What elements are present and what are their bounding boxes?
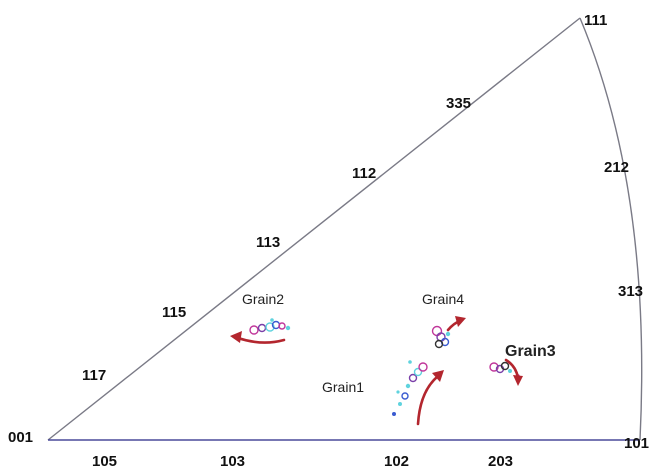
grain2-marker bbox=[270, 318, 274, 322]
grain2-marker bbox=[257, 323, 267, 333]
grain4-cluster bbox=[431, 325, 451, 349]
pole-label-111: 111 bbox=[584, 12, 607, 29]
grain1-marker bbox=[401, 392, 409, 400]
grain2-marker bbox=[285, 325, 291, 331]
grain-label-grain2: Grain2 bbox=[242, 291, 284, 307]
pole-label-113: 113 bbox=[256, 234, 280, 251]
grain1-marker bbox=[408, 373, 418, 383]
pole-label-101: 101 bbox=[624, 435, 649, 452]
grain2-cluster bbox=[249, 318, 291, 335]
grain2-marker bbox=[249, 325, 259, 335]
grain1-marker bbox=[392, 412, 396, 416]
grain3-marker bbox=[489, 362, 499, 372]
pole-label-001: 001 bbox=[8, 429, 33, 446]
grain1-marker bbox=[408, 360, 412, 364]
pole-label-103: 103 bbox=[220, 453, 245, 470]
grain1-marker bbox=[413, 367, 423, 377]
grain1-cluster bbox=[392, 360, 428, 416]
grain4-marker bbox=[431, 325, 443, 337]
grain3-arrowhead bbox=[513, 375, 523, 386]
pole-label-112: 112 bbox=[352, 165, 376, 182]
edge-001-111 bbox=[47, 17, 581, 441]
grain4-arrowhead bbox=[455, 316, 466, 327]
grain3-marker bbox=[500, 361, 510, 371]
grain4-marker bbox=[434, 339, 444, 349]
pole-label-313: 313 bbox=[618, 283, 643, 300]
grain-label-grain4: Grain4 bbox=[422, 291, 464, 307]
grain2-arrowhead bbox=[230, 331, 242, 343]
grain4-marker bbox=[445, 331, 451, 337]
pole-label-335: 335 bbox=[446, 95, 471, 112]
pole-label-117: 117 bbox=[82, 367, 106, 384]
grain1-arrowhead bbox=[432, 370, 444, 382]
pole-label-105: 105 bbox=[92, 453, 117, 470]
grain2-arrow bbox=[236, 336, 286, 344]
grain1-marker bbox=[398, 402, 402, 406]
grain-label-grain1: Grain1 bbox=[322, 379, 364, 395]
pole-label-203: 203 bbox=[488, 453, 513, 470]
grain1-marker bbox=[405, 383, 411, 389]
pole-label-115: 115 bbox=[162, 304, 186, 321]
pole-label-102: 102 bbox=[384, 453, 409, 470]
grain1-marker bbox=[418, 362, 428, 372]
grain3-marker bbox=[508, 369, 512, 373]
grain2-marker bbox=[265, 322, 275, 332]
grain2-marker bbox=[278, 322, 286, 330]
edge-111-101-arc bbox=[579, 17, 643, 441]
grain-label-grain3: Grain3 bbox=[505, 343, 556, 360]
pole-label-212: 212 bbox=[604, 159, 629, 176]
grain1-arrow bbox=[416, 375, 439, 426]
grain1-marker bbox=[396, 390, 400, 394]
